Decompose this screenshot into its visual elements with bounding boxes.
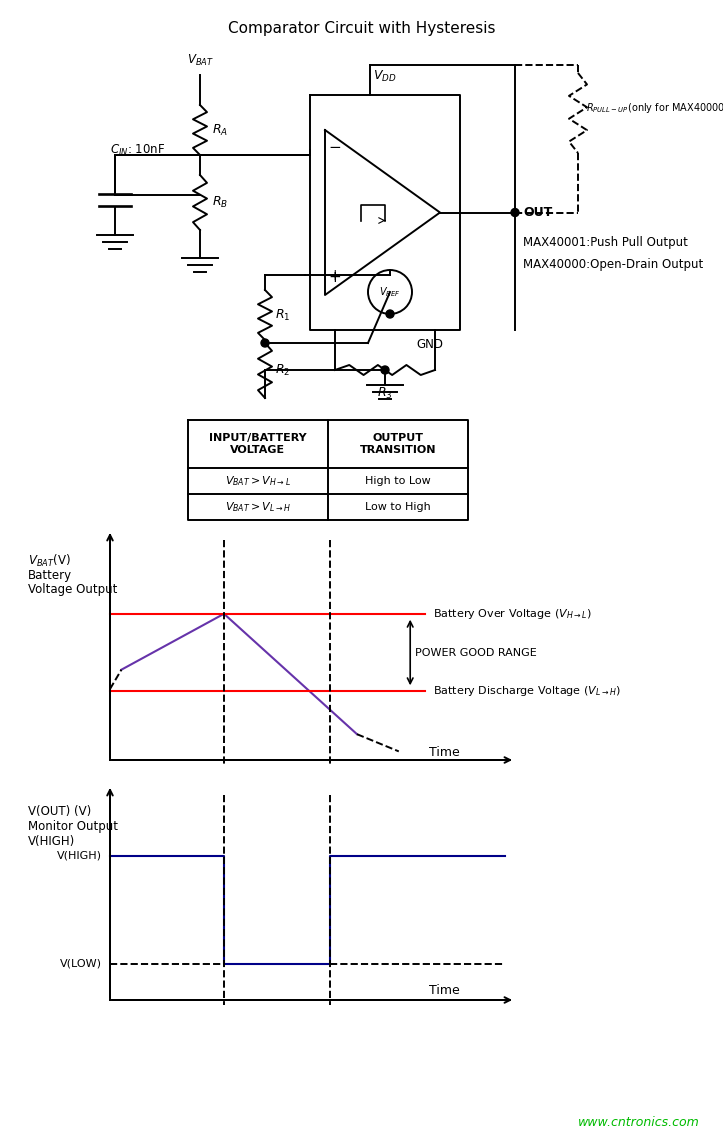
Text: Comparator Circuit with Hysteresis: Comparator Circuit with Hysteresis: [228, 20, 496, 35]
Text: Battery: Battery: [28, 569, 72, 582]
Text: OUT: OUT: [523, 205, 552, 219]
Text: $C_{IN}$: 10nF: $C_{IN}$: 10nF: [110, 143, 166, 158]
Text: MAX40000:Open-Drain Output: MAX40000:Open-Drain Output: [523, 258, 703, 271]
Text: −: −: [329, 141, 341, 155]
Text: Time: Time: [429, 984, 460, 997]
Text: $V_{REF}$: $V_{REF}$: [379, 285, 401, 299]
Text: Battery Discharge Voltage ($V_{L\rightarrow H}$): Battery Discharge Voltage ($V_{L\rightar…: [433, 684, 621, 698]
Text: $R_1$: $R_1$: [275, 308, 291, 322]
Circle shape: [386, 310, 394, 318]
Text: V(HIGH): V(HIGH): [57, 851, 102, 861]
Text: INPUT/BATTERY
VOLTAGE: INPUT/BATTERY VOLTAGE: [209, 432, 307, 455]
Text: $V_{DD}$: $V_{DD}$: [373, 69, 397, 84]
Text: $R_B$: $R_B$: [212, 195, 228, 210]
Text: MAX40001:Push Pull Output: MAX40001:Push Pull Output: [523, 236, 688, 249]
Text: High to Low: High to Low: [365, 476, 431, 486]
Text: $V_{BAT}$: $V_{BAT}$: [187, 53, 213, 68]
Text: $V_{BAT} > V_{H\rightarrow L}$: $V_{BAT} > V_{H\rightarrow L}$: [225, 474, 291, 488]
Text: $R_{PULL-UP}$(only for MAX40000): $R_{PULL-UP}$(only for MAX40000): [586, 101, 723, 115]
Text: Time: Time: [429, 746, 460, 758]
Text: Monitor Output: Monitor Output: [28, 819, 118, 833]
Text: GND: GND: [416, 338, 443, 351]
Text: $V_{BAT} > V_{L\rightarrow H}$: $V_{BAT} > V_{L\rightarrow H}$: [225, 501, 291, 514]
Circle shape: [261, 339, 269, 347]
Text: POWER GOOD RANGE: POWER GOOD RANGE: [415, 647, 537, 657]
Text: $R_3$: $R_3$: [377, 386, 393, 401]
Text: www.cntronics.com: www.cntronics.com: [578, 1116, 700, 1128]
Text: OUTPUT
TRANSITION: OUTPUT TRANSITION: [360, 432, 436, 455]
Text: Voltage Output: Voltage Output: [28, 583, 117, 596]
Text: +: +: [330, 269, 341, 281]
Text: $R_A$: $R_A$: [212, 123, 228, 137]
Text: Battery Over Voltage ($V_{H\rightarrow L}$): Battery Over Voltage ($V_{H\rightarrow L…: [433, 607, 591, 621]
Text: V(LOW): V(LOW): [60, 959, 102, 969]
Text: $V_{BAT}$(V): $V_{BAT}$(V): [28, 553, 71, 569]
Circle shape: [511, 209, 519, 217]
Text: Low to High: Low to High: [365, 502, 431, 512]
Circle shape: [381, 365, 389, 375]
Text: $R_2$: $R_2$: [275, 363, 291, 378]
Text: +: +: [329, 269, 341, 285]
Text: V(HIGH): V(HIGH): [28, 835, 75, 848]
Text: V(OUT) (V): V(OUT) (V): [28, 805, 91, 818]
Text: +: +: [330, 270, 341, 284]
